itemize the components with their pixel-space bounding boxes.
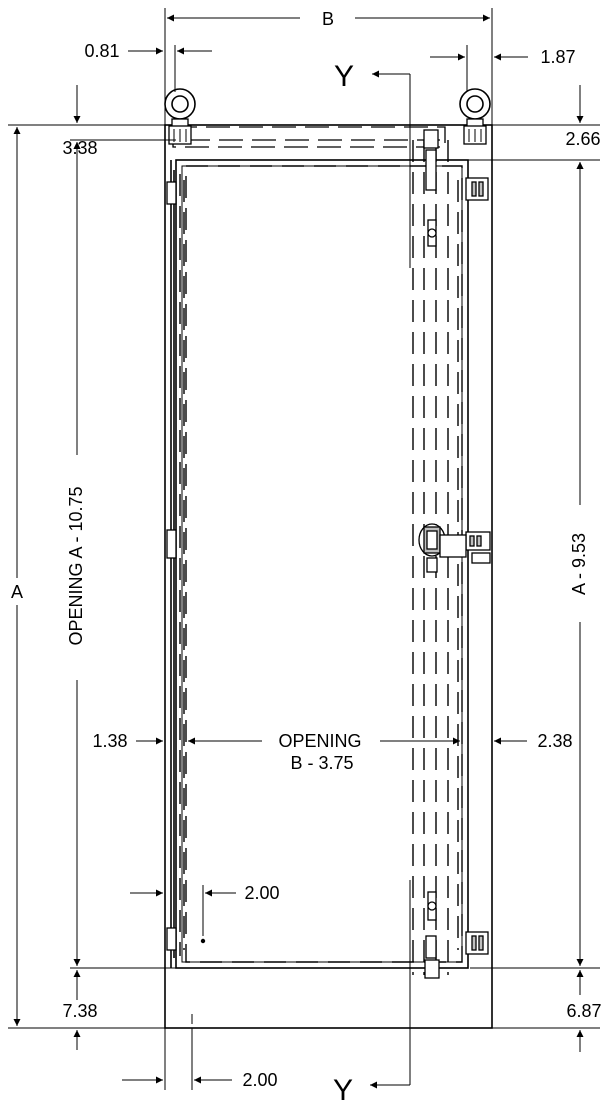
top-right-label: 2.66 bbox=[565, 129, 600, 149]
hinge-hardware bbox=[465, 177, 491, 955]
dim-right-flange: 2.38 bbox=[494, 731, 573, 751]
latch-hardware bbox=[418, 129, 467, 979]
lifting-eye-right bbox=[459, 88, 491, 145]
opening-width-label-line2: B - 3.75 bbox=[290, 753, 353, 773]
dim-left-flange: 1.38 bbox=[92, 731, 163, 751]
left-hinge-knuckles bbox=[166, 181, 177, 951]
section-marker-bottom: Y bbox=[333, 1074, 353, 1103]
dim-bottom-left: 7.38 bbox=[62, 970, 98, 1050]
lift-ring-left-label: 0.81 bbox=[84, 41, 119, 61]
overall-height-label: A bbox=[11, 582, 23, 602]
dim-bottom-right: 6.87 bbox=[566, 970, 602, 1052]
overall-width-label: B bbox=[322, 9, 334, 29]
dim-top-right: 2.66 bbox=[565, 85, 601, 192]
dim-bottom-offset: 2.00 bbox=[122, 1070, 278, 1090]
extension-lines bbox=[8, 8, 600, 1090]
bottom-left-label: 7.38 bbox=[62, 1001, 97, 1021]
dim-overall-width: B bbox=[167, 9, 490, 29]
dim-inner-offset: 2.00 bbox=[130, 883, 280, 936]
inner-frame-dashed bbox=[179, 165, 463, 963]
lifting-eye-left bbox=[164, 88, 196, 145]
bottom-offset-label: 2.00 bbox=[242, 1070, 277, 1090]
opening-height-label: OPENING A - 10.75 bbox=[66, 486, 86, 645]
dim-overall-height: A bbox=[11, 127, 23, 1026]
inner-offset-label: 2.00 bbox=[244, 883, 279, 903]
top-left-label: 3.38 bbox=[62, 138, 97, 158]
inner-offset-point bbox=[200, 938, 206, 944]
bottom-right-label: 6.87 bbox=[566, 1001, 601, 1021]
dim-lift-ring-left: 0.81 bbox=[84, 41, 212, 61]
lift-ring-right-label: 1.87 bbox=[540, 47, 575, 67]
panel-height-label: A - 9.53 bbox=[569, 533, 589, 595]
dim-top-left: 3.38 bbox=[62, 85, 98, 175]
dim-panel-height: A - 9.53 bbox=[569, 162, 589, 966]
top-flange-dashed bbox=[172, 126, 446, 148]
dim-lift-ring-right: 1.87 bbox=[430, 47, 576, 67]
dim-opening-width: OPENING B - 3.75 bbox=[188, 731, 460, 773]
opening-width-label-line1: OPENING bbox=[278, 731, 361, 751]
dim-opening-height: OPENING A - 10.75 bbox=[66, 142, 86, 966]
left-flange-label: 1.38 bbox=[92, 731, 127, 751]
section-marker-top: Y bbox=[334, 60, 354, 93]
right-flange-label: 2.38 bbox=[537, 731, 572, 751]
section-cut-line: Y Y bbox=[333, 60, 411, 1103]
